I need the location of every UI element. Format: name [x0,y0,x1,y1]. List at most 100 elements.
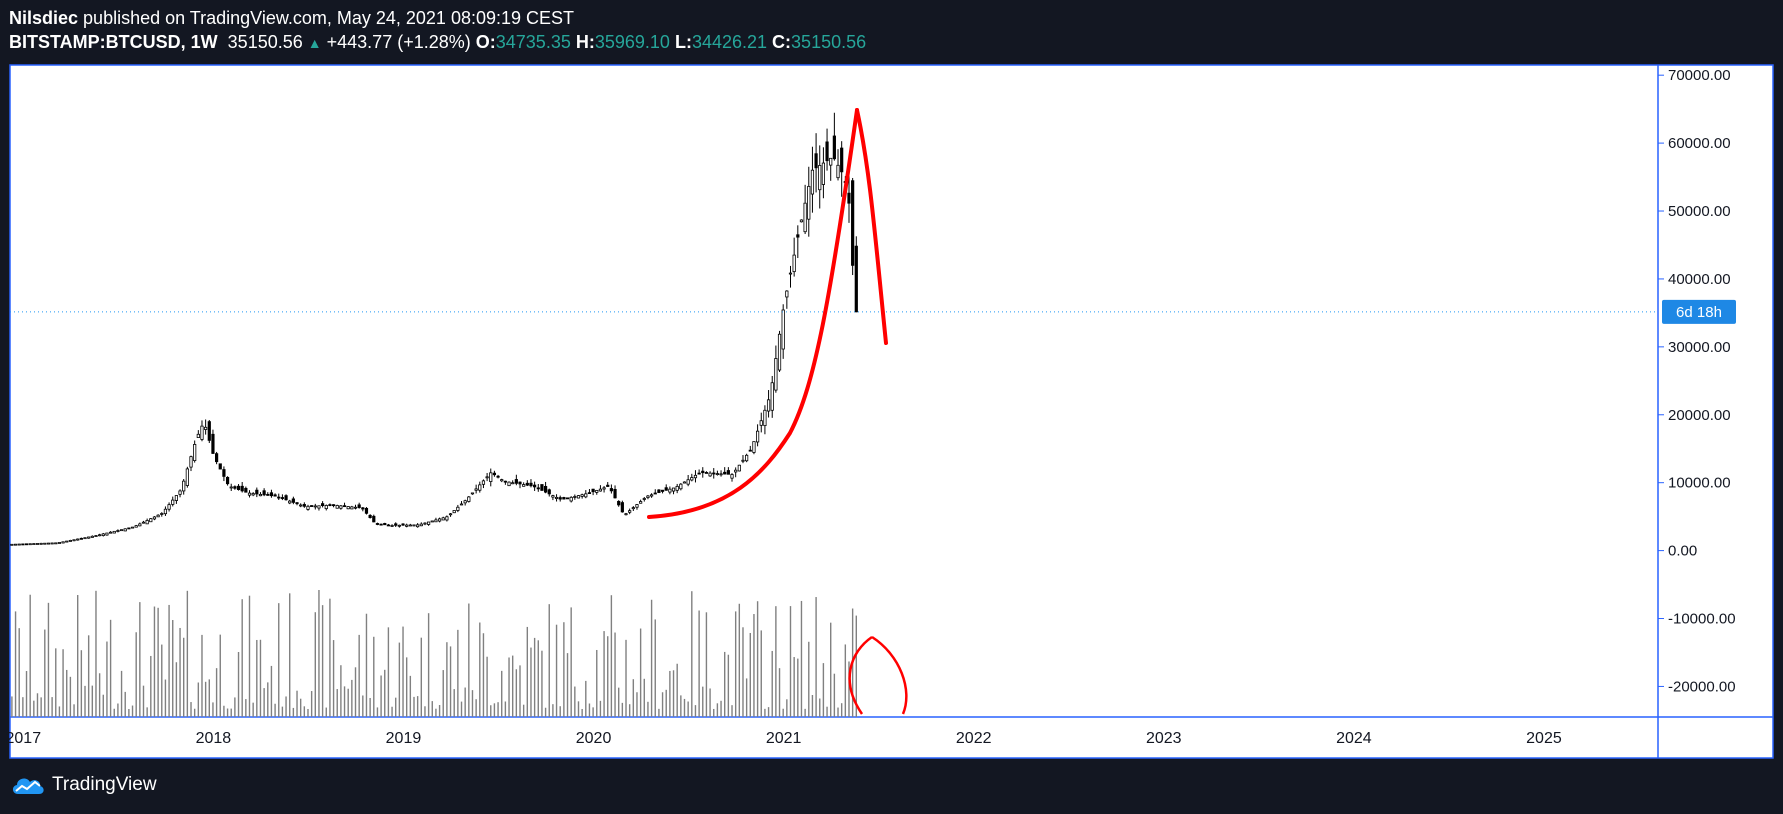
candle-body [222,469,226,477]
volume-bar [683,698,686,717]
volume-bar [109,619,112,717]
volume-bar [413,696,415,717]
volume-bar [172,620,174,717]
volume-bar [131,705,134,717]
candle-body [584,493,588,498]
x-tick-label: 2020 [576,730,612,747]
volume-bar [259,639,262,717]
volume-bar [22,697,24,717]
candle-body [456,506,460,511]
candle-body [693,474,698,479]
candle-body [43,542,47,545]
candle-body [679,483,683,490]
candle-body [576,495,581,499]
candle-body [244,487,248,493]
volume-bar [44,629,46,717]
candle-body [386,524,391,527]
volume-bar [775,606,777,717]
x-tick-label: 2021 [766,730,802,747]
candle-body [646,495,650,498]
candle-body [631,507,635,510]
y-tick-label: 70000.00 [1668,67,1731,84]
tradingview-cloud-icon [12,778,44,794]
candle-body [587,492,592,494]
candle-body [397,524,401,527]
volume-bar [720,700,722,717]
volume-bar [179,627,181,717]
volume-bar [519,665,521,717]
volume-bar [658,708,660,717]
candle-body [799,219,804,223]
annotation-drop-curve [855,108,888,345]
candle-body [171,499,175,505]
volume-bar [424,706,426,717]
candle-body [642,498,646,500]
volume-bar [11,696,13,717]
volume-bar [504,701,507,717]
candle-body [225,476,230,485]
time-axis[interactable]: 2017 2018 2019 2020 2021 2022 2023 2024 2025 [6,730,1562,747]
candle-body [470,492,475,495]
candle-body [554,496,559,499]
volume-bar [325,707,327,717]
y-tick-label: 30000.00 [1668,339,1731,356]
change-arrow-icon: ▲ [307,35,322,51]
candle-body [829,157,833,166]
candle-body [10,543,14,546]
volume-bar [362,695,364,717]
volume-bar [789,606,792,717]
volume-bar [607,636,609,717]
volume-bar [738,603,741,717]
candle-body [65,540,69,543]
volume-bar [376,707,379,717]
volume-bar [716,703,719,717]
volume-bar [358,634,360,717]
volume-bar [628,704,631,717]
volume-bar [833,673,836,717]
candle-body [613,488,617,499]
volume-bar [596,649,598,717]
candle-body [32,543,36,545]
candle-body [324,505,328,510]
volume-bar [168,604,170,717]
tradingview-logo[interactable]: TradingView [10,774,157,796]
publisher-name[interactable]: Nilsdiec [9,8,79,28]
candle-body [328,504,332,507]
volume-bar [617,687,620,717]
candle-body [273,494,277,497]
volume-bar [223,705,225,717]
volume-bar [840,703,843,717]
volume-bar [373,636,375,717]
candle-body [737,464,741,472]
volume-bar [278,603,280,717]
volume-bar [307,708,309,717]
publish-info: Nilsdiec published on TradingView.com, M… [9,7,574,29]
candle-body [500,479,504,482]
candle-body [196,433,200,438]
candle-body [715,473,719,475]
candle-body [437,518,442,522]
candle-body [474,488,478,491]
candle-body [671,487,676,492]
volume-bar [453,689,455,717]
candle-body [763,409,767,427]
candle-body [591,488,595,493]
volume-bar [384,669,386,717]
volume-bar [303,706,306,717]
candle-body [346,506,350,510]
high-value: 35969.10 [594,32,670,52]
price-axis[interactable]: 70000.00 60000.00 50000.00 40000.00 30000.00… [1658,67,1736,695]
candle-body [361,507,365,510]
candle-body [390,525,394,527]
volume-bar [800,600,803,717]
volume-bar [537,640,539,717]
volume-bar [581,708,583,717]
volume-bar [764,708,766,717]
volume-bar [533,637,536,717]
volume-bar [753,614,755,717]
candle-body [759,420,763,426]
volume-bar [139,602,141,717]
candle-body [291,498,295,503]
volume-bar [29,594,31,717]
